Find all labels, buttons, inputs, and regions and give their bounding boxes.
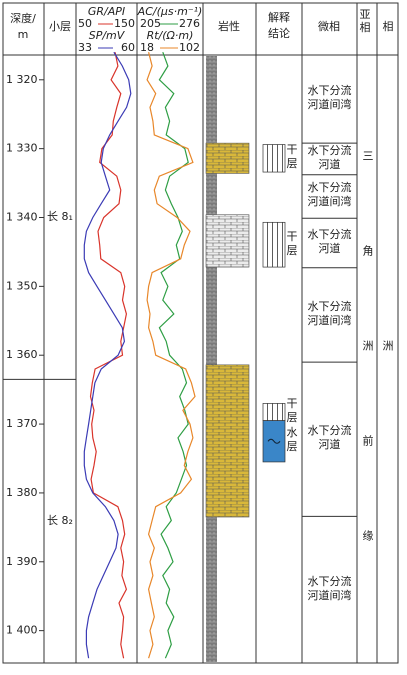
microfacies-label-text: 水下分流河道 — [307, 424, 352, 452]
scale-label: 276 — [179, 17, 200, 30]
header: 亚相 — [359, 8, 371, 34]
interpretation-label: 干层 — [286, 397, 298, 425]
scale-label: 102 — [179, 41, 200, 54]
header: 解释结论 — [268, 11, 290, 40]
layer-label: 长 8₂ — [47, 514, 73, 527]
interpretation-pattern — [263, 222, 285, 268]
microfacies-label: 水下分流河道间湾 — [307, 181, 352, 209]
curve-name: SP/mV — [89, 29, 126, 42]
lithology-pattern — [206, 364, 249, 518]
interpretation-pattern — [263, 403, 285, 421]
header-text: 解释结论 — [268, 11, 290, 40]
frame — [2, 2, 399, 664]
lithology-pattern — [206, 214, 249, 268]
microfacies-label-text: 水下分流河道 — [307, 143, 352, 171]
mudstone-strip — [206, 56, 217, 662]
header-text: 亚相 — [359, 8, 371, 34]
log-curve — [83, 51, 132, 659]
scale-label: 18 — [140, 41, 154, 54]
interpretation-label-text: 干层 — [286, 143, 298, 171]
header: 岩性 — [218, 19, 240, 33]
y-tick-label: 1 370 — [6, 417, 38, 430]
interpretation-label: 水层 — [286, 426, 298, 454]
scale-label: 205 — [140, 17, 161, 30]
y-tick-label: 1 400 — [6, 624, 38, 637]
facies-label-text: 三角洲 — [381, 263, 396, 569]
microfacies-label-text: 水下分流河道 — [307, 227, 352, 255]
scale-label: 60 — [121, 41, 135, 54]
y-tick-label: 1 380 — [6, 486, 38, 499]
header: 微相 — [318, 19, 340, 33]
water-symbol — [267, 438, 281, 444]
interpretation-label: 干层 — [286, 229, 298, 257]
microfacies-label: 水下分流河道 — [307, 424, 352, 452]
interpretation-label-text: 水层 — [286, 426, 298, 454]
scale-label: 33 — [78, 41, 92, 54]
header: 相 — [383, 20, 394, 33]
interpretation-pattern — [263, 144, 285, 173]
interpretation-label-text: 干层 — [286, 397, 298, 425]
subfacies-label-text: 三角洲前缘 — [361, 150, 374, 625]
microfacies-label: 水下分流河道 — [307, 227, 352, 255]
curve-name: AC/(μs·m⁻¹) — [137, 5, 203, 18]
header: 深度/ — [10, 11, 36, 25]
log-curve — [89, 52, 128, 659]
facies-label: 三角洲 — [381, 263, 396, 569]
microfacies-label: 水下分流河道间湾 — [307, 299, 352, 327]
y-tick-label: 1 390 — [6, 555, 38, 568]
curve-name: Rt/(Ω·m) — [147, 29, 194, 42]
microfacies-label-text: 水下分流河道间湾 — [307, 84, 352, 112]
y-tick-label: 1 350 — [6, 279, 38, 292]
microfacies-label: 水下分流河道 — [307, 143, 352, 171]
log-curve — [146, 52, 196, 659]
y-tick-label: 1 320 — [6, 73, 38, 86]
y-tick-label: 1 360 — [6, 348, 38, 361]
subfacies-label: 三角洲前缘 — [361, 150, 374, 625]
scale-label: 150 — [114, 17, 135, 30]
y-tick-label: 1 330 — [6, 142, 38, 155]
microfacies-label-text: 水下分流河道间湾 — [307, 299, 352, 327]
microfacies-label-text: 水下分流河道间湾 — [307, 181, 352, 209]
y-tick-label: 1 340 — [6, 211, 38, 224]
microfacies-label: 水下分流河道间湾 — [307, 84, 352, 112]
interpretation-label-text: 干层 — [286, 229, 298, 257]
lithology-pattern — [206, 143, 249, 174]
microfacies-label-text: 水下分流河道间湾 — [307, 574, 352, 602]
interpretation-label: 干层 — [286, 143, 298, 171]
microfacies-label: 水下分流河道间湾 — [307, 574, 352, 602]
header: 小层 — [49, 20, 71, 33]
log-curve — [158, 51, 189, 659]
header: m — [18, 28, 29, 41]
layer-label: 长 8₁ — [47, 210, 73, 223]
scale-label: 50 — [78, 17, 92, 30]
curve-name: GR/API — [88, 5, 125, 18]
